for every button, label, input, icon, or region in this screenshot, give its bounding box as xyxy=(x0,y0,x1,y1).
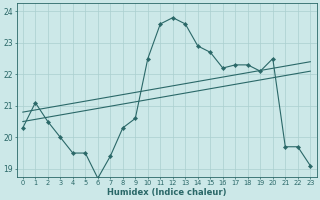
X-axis label: Humidex (Indice chaleur): Humidex (Indice chaleur) xyxy=(107,188,226,197)
